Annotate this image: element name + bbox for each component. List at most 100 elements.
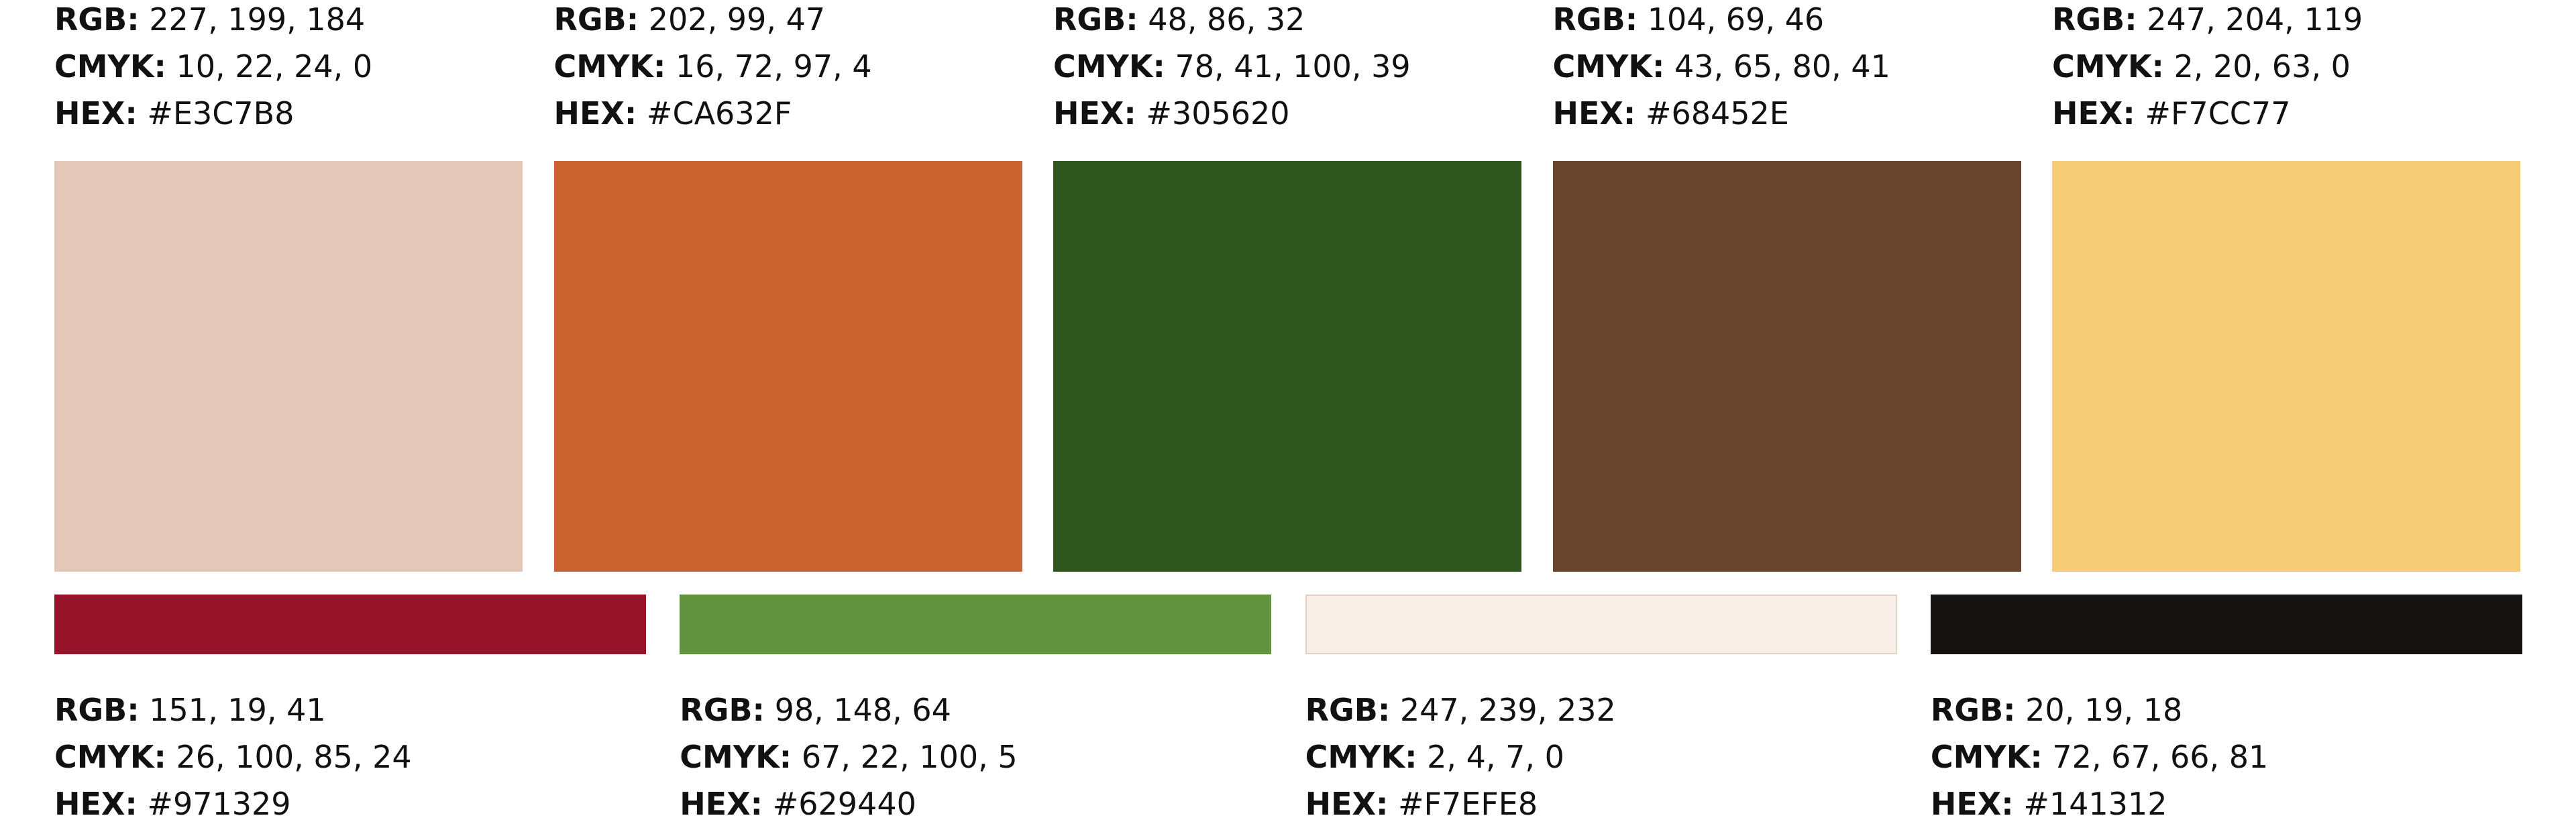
hex-line: HEX: #CA632F [554, 90, 872, 137]
cmyk-line: CMYK: 43, 65, 80, 41 [1553, 43, 1890, 90]
swatch [553, 161, 1022, 572]
rgb-label: RGB: [553, 1, 639, 38]
hex-line: HEX: #E3C7B8 [54, 90, 372, 137]
cmyk-label: CMYK: [1305, 739, 1417, 775]
swatch-bar [680, 595, 1272, 654]
rgb-label: RGB: [1305, 692, 1391, 728]
rgb-value: 202, 99, 47 [648, 1, 826, 38]
hex-line: HEX: #305620 [1053, 90, 1411, 137]
color-info: RGB: 48, 86, 32 CMYK: 78, 41, 100, 39 HEX:… [1053, 0, 1411, 137]
rgb-line: RGB: 202, 99, 47 [554, 0, 872, 43]
rgb-value: 151, 19, 41 [149, 692, 326, 728]
rgb-label: RGB: [54, 1, 140, 38]
cmyk-line: CMYK: 72, 67, 66, 81 [1931, 733, 2268, 780]
rgb-value: 247, 239, 232 [1399, 692, 1616, 728]
swatch-bar [54, 595, 646, 654]
rgb-value: 104, 69, 46 [1647, 1, 1825, 38]
rgb-line: RGB: 227, 199, 184 [54, 0, 372, 43]
color-info: RGB: 104, 69, 46 CMYK: 43, 65, 80, 41 HEX:… [1553, 0, 1890, 137]
hex-value: #68452E [1645, 95, 1789, 132]
hex-value: #629440 [772, 786, 916, 822]
rgb-value: 48, 86, 32 [1148, 1, 1305, 38]
rgb-value: 227, 199, 184 [149, 1, 366, 38]
hex-line: HEX: #68452E [1553, 90, 1890, 137]
cmyk-value: 2, 20, 63, 0 [2174, 48, 2351, 85]
rgb-label: RGB: [680, 692, 765, 728]
rgb-line: RGB: 98, 148, 64 [680, 686, 1017, 733]
hex-label: HEX: [1305, 786, 1389, 822]
cmyk-label: CMYK: [54, 48, 166, 85]
cmyk-line: CMYK: 67, 22, 100, 5 [680, 733, 1017, 780]
color-info: RGB: 151, 19, 41 CMYK: 26, 100, 85, 24 HEX… [54, 686, 412, 822]
hex-label: HEX: [54, 786, 138, 822]
hex-label: HEX: [680, 786, 763, 822]
cmyk-line: CMYK: 26, 100, 85, 24 [54, 733, 412, 780]
cmyk-line: CMYK: 16, 72, 97, 4 [554, 43, 872, 90]
cmyk-value: 10, 22, 24, 0 [176, 48, 373, 85]
rgb-value: 247, 204, 119 [2147, 1, 2363, 38]
cmyk-value: 2, 4, 7, 0 [1427, 739, 1564, 775]
cmyk-value: 78, 41, 100, 39 [1175, 48, 1411, 85]
cmyk-line: CMYK: 2, 4, 7, 0 [1305, 733, 1616, 780]
rgb-line: RGB: 151, 19, 41 [54, 686, 412, 733]
color-info: RGB: 247, 204, 119 CMYK: 2, 20, 63, 0 HEX:… [2052, 0, 2363, 137]
cmyk-value: 43, 65, 80, 41 [1674, 48, 1890, 85]
rgb-label: RGB: [1053, 1, 1138, 38]
hex-label: HEX: [553, 95, 637, 132]
cmyk-label: CMYK: [680, 739, 792, 775]
swatch [54, 161, 523, 572]
color-info: RGB: 202, 99, 47 CMYK: 16, 72, 97, 4 HEX: … [554, 0, 872, 137]
color-info: RGB: 98, 148, 64 CMYK: 67, 22, 100, 5 HEX:… [680, 686, 1017, 822]
cmyk-line: CMYK: 2, 20, 63, 0 [2052, 43, 2363, 90]
hex-value: #F7EFE8 [1398, 786, 1538, 822]
rgb-line: RGB: 48, 86, 32 [1053, 0, 1411, 43]
hex-value: #E3C7B8 [147, 95, 294, 132]
swatch [1053, 161, 1521, 572]
cmyk-value: 26, 100, 85, 24 [176, 739, 412, 775]
swatch-bar [1305, 595, 1897, 654]
cmyk-label: CMYK: [1053, 48, 1165, 85]
rgb-label: RGB: [1552, 1, 1638, 38]
rgb-line: RGB: 247, 239, 232 [1305, 686, 1616, 733]
swatch [2052, 161, 2520, 572]
hex-value: #305620 [1146, 95, 1290, 132]
rgb-line: RGB: 20, 19, 18 [1931, 686, 2268, 733]
hex-line: HEX: #629440 [680, 780, 1017, 822]
cmyk-label: CMYK: [54, 739, 166, 775]
cmyk-value: 16, 72, 97, 4 [676, 48, 872, 85]
hex-value: #F7CC77 [2145, 95, 2291, 132]
cmyk-value: 67, 22, 100, 5 [801, 739, 1018, 775]
rgb-line: RGB: 104, 69, 46 [1553, 0, 1890, 43]
hex-line: HEX: #141312 [1931, 780, 2268, 822]
cmyk-label: CMYK: [2052, 48, 2164, 85]
rgb-label: RGB: [2052, 1, 2137, 38]
hex-label: HEX: [1552, 95, 1636, 132]
hex-line: HEX: #F7EFE8 [1305, 780, 1616, 822]
cmyk-value: 72, 67, 66, 81 [2052, 739, 2269, 775]
hex-label: HEX: [54, 95, 138, 132]
hex-value: #971329 [147, 786, 291, 822]
hex-value: #CA632F [646, 95, 792, 132]
cmyk-label: CMYK: [553, 48, 666, 85]
swatch [1552, 161, 2021, 572]
cmyk-label: CMYK: [1552, 48, 1665, 85]
rgb-label: RGB: [54, 692, 140, 728]
hex-label: HEX: [1930, 786, 2014, 822]
hex-line: HEX: #F7CC77 [2052, 90, 2363, 137]
cmyk-label: CMYK: [1930, 739, 2043, 775]
cmyk-line: CMYK: 10, 22, 24, 0 [54, 43, 372, 90]
color-info: RGB: 227, 199, 184 CMYK: 10, 22, 24, 0 HEX… [54, 0, 372, 137]
cmyk-line: CMYK: 78, 41, 100, 39 [1053, 43, 1411, 90]
color-info: RGB: 247, 239, 232 CMYK: 2, 4, 7, 0 HEX: #… [1305, 686, 1616, 822]
hex-label: HEX: [2052, 95, 2135, 132]
rgb-label: RGB: [1930, 692, 2016, 728]
hex-label: HEX: [1053, 95, 1136, 132]
rgb-value: 98, 148, 64 [774, 692, 951, 728]
rgb-line: RGB: 247, 204, 119 [2052, 0, 2363, 43]
hex-value: #141312 [2023, 786, 2167, 822]
swatch-bar [1930, 595, 2522, 654]
hex-line: HEX: #971329 [54, 780, 412, 822]
color-info: RGB: 20, 19, 18 CMYK: 72, 67, 66, 81 HEX: … [1931, 686, 2268, 822]
rgb-value: 20, 19, 18 [2025, 692, 2183, 728]
